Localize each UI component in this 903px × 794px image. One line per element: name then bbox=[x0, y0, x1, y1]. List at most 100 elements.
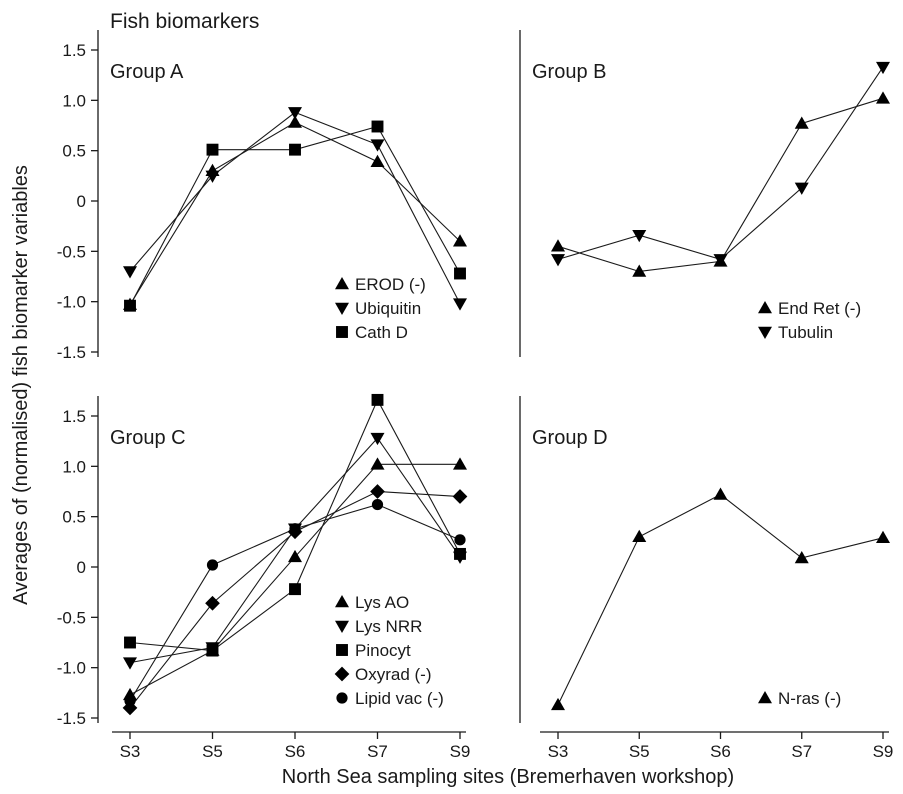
legend-label: EROD (-) bbox=[355, 275, 426, 294]
y-tick-label: -0.5 bbox=[57, 608, 86, 627]
panel-group-d: S3 S5 S6 S7 S9 Group D N-ras (-) bbox=[519, 396, 893, 761]
data-point-lys-nrr bbox=[123, 657, 137, 670]
y-tick-label: 0 bbox=[77, 192, 86, 211]
x-tick-label: S5 bbox=[202, 742, 223, 761]
y-tick-label: 1.0 bbox=[62, 91, 86, 110]
data-point-erod bbox=[370, 154, 385, 167]
y-tick-label: -0.5 bbox=[57, 242, 86, 261]
data-point-tubulin bbox=[632, 229, 647, 243]
data-point-lys-ao bbox=[453, 457, 467, 470]
data-point-tubulin bbox=[794, 182, 809, 195]
y-tick-label: 1.5 bbox=[62, 407, 86, 426]
legend-marker-lys-nrr bbox=[335, 620, 349, 633]
panel-group-c: -1.5 -1.0 -0.5 0 0.5 1.0 1.5 S3 S5 S6 S7 S9 Group C L… bbox=[57, 393, 470, 761]
series-line-tubulin bbox=[557, 66, 884, 261]
data-point-cath-d bbox=[124, 299, 136, 312]
legend-marker-end-ret bbox=[758, 301, 772, 314]
legend-label: Tubulin bbox=[778, 323, 833, 342]
data-point-ubiquitin bbox=[123, 266, 137, 279]
data-point-pinocyt bbox=[206, 644, 219, 657]
legend-label: Lipid vac (-) bbox=[355, 689, 444, 708]
data-point-pinocyt bbox=[371, 393, 384, 406]
legend-label: Lys NRR bbox=[355, 617, 422, 636]
y-tick-label: -1.5 bbox=[57, 709, 86, 728]
x-tick-label: S3 bbox=[120, 742, 141, 761]
legend-marker-erod bbox=[335, 277, 349, 290]
data-point-end-ret bbox=[794, 116, 809, 129]
data-point-oxyrad bbox=[122, 700, 138, 716]
data-point-lipid-vac bbox=[371, 498, 384, 511]
panel-group-b: Group B End Ret (-) Tubulin bbox=[519, 30, 890, 357]
data-point-lipid-vac bbox=[454, 534, 466, 546]
data-point-tubulin bbox=[876, 61, 890, 75]
legend-marker-n-ras bbox=[758, 691, 772, 704]
data-point-end-ret bbox=[551, 239, 565, 252]
y-tick-label: -1.5 bbox=[57, 343, 86, 362]
data-point-cath-d bbox=[371, 120, 384, 133]
legend-marker-cath-d bbox=[336, 326, 348, 338]
x-tick-label: S6 bbox=[710, 742, 731, 761]
y-tick-label: -1.0 bbox=[57, 293, 86, 312]
legend: N-ras (-) bbox=[758, 689, 841, 708]
data-point-ubiquitin bbox=[288, 107, 302, 120]
data-point-tubulin bbox=[713, 254, 728, 267]
data-point-n-ras bbox=[713, 487, 728, 500]
series-line-lys-ao bbox=[129, 463, 460, 696]
legend: End Ret (-) Tubulin bbox=[758, 299, 861, 342]
legend-marker-pinocyt bbox=[336, 644, 348, 656]
figure-title: Fish biomarkers bbox=[110, 10, 259, 33]
data-point-tubulin bbox=[551, 254, 565, 267]
legend-label: Oxyrad (-) bbox=[355, 665, 432, 684]
legend-label: Ubiquitin bbox=[355, 299, 421, 318]
data-point-n-ras bbox=[632, 529, 647, 543]
data-point-lys-ao bbox=[370, 457, 385, 470]
y-axis-title: Averages of (normalised) fish biomarker … bbox=[10, 165, 32, 605]
data-point-oxyrad bbox=[370, 484, 385, 499]
x-tick-label: S7 bbox=[791, 742, 812, 761]
panel-title: Group D bbox=[532, 427, 608, 449]
x-tick-label: S6 bbox=[285, 742, 306, 761]
panel-title: Group C bbox=[110, 427, 186, 449]
legend-marker-tubulin bbox=[758, 326, 772, 339]
y-tick-label: 0 bbox=[77, 558, 86, 577]
data-point-cath-d bbox=[454, 267, 466, 280]
series-line-end-ret bbox=[557, 97, 884, 273]
data-point-ubiquitin bbox=[205, 170, 220, 183]
legend-marker-oxyrad bbox=[334, 666, 350, 682]
panel-group-a: -1.5 -1.0 -0.5 0 0.5 1.0 1.5 Group A EROD (-) Ubi… bbox=[57, 30, 467, 362]
legend: EROD (-) Ubiquitin Cath D bbox=[335, 275, 426, 342]
data-point-cath-d bbox=[289, 143, 301, 156]
y-tick-label: 0.5 bbox=[62, 142, 86, 161]
x-axis-title: North Sea sampling sites (Bremerhaven wo… bbox=[282, 766, 734, 788]
x-tick-label: S5 bbox=[629, 742, 650, 761]
data-point-oxyrad bbox=[452, 489, 468, 504]
data-point-lipid-vac bbox=[124, 695, 136, 707]
chart-panels: -1.5 -1.0 -0.5 0 0.5 1.0 1.5 Group A EROD (-) Ubi… bbox=[57, 30, 893, 761]
legend-marker-ubiquitin bbox=[335, 302, 349, 315]
data-point-ubiquitin bbox=[453, 298, 467, 311]
legend-marker-lipid-vac bbox=[336, 692, 348, 704]
legend: Lys AO Lys NRR Pinocyt Oxyrad (-) Lipid vac … bbox=[334, 593, 444, 708]
panel-title: Group A bbox=[110, 61, 184, 83]
data-point-end-ret bbox=[876, 91, 890, 104]
data-point-lys-nrr bbox=[370, 432, 385, 446]
data-point-cath-d bbox=[206, 143, 219, 156]
data-point-erod bbox=[288, 115, 302, 128]
legend-label: N-ras (-) bbox=[778, 689, 841, 708]
data-point-end-ret bbox=[632, 264, 647, 277]
data-point-pinocyt bbox=[454, 547, 466, 560]
y-tick-label: -1.0 bbox=[57, 659, 86, 678]
data-point-pinocyt bbox=[124, 636, 136, 649]
legend-label: Pinocyt bbox=[355, 641, 411, 660]
x-tick-label: S7 bbox=[367, 742, 388, 761]
y-tick-label: 1.0 bbox=[62, 457, 86, 476]
data-point-oxyrad bbox=[205, 595, 220, 611]
data-point-lipid-vac bbox=[289, 523, 301, 535]
data-point-ubiquitin bbox=[370, 139, 385, 152]
data-point-erod bbox=[453, 234, 467, 247]
data-point-n-ras bbox=[551, 697, 565, 711]
x-tick-label: S3 bbox=[548, 742, 569, 761]
legend-label: Lys AO bbox=[355, 593, 409, 612]
data-point-n-ras bbox=[794, 550, 809, 564]
